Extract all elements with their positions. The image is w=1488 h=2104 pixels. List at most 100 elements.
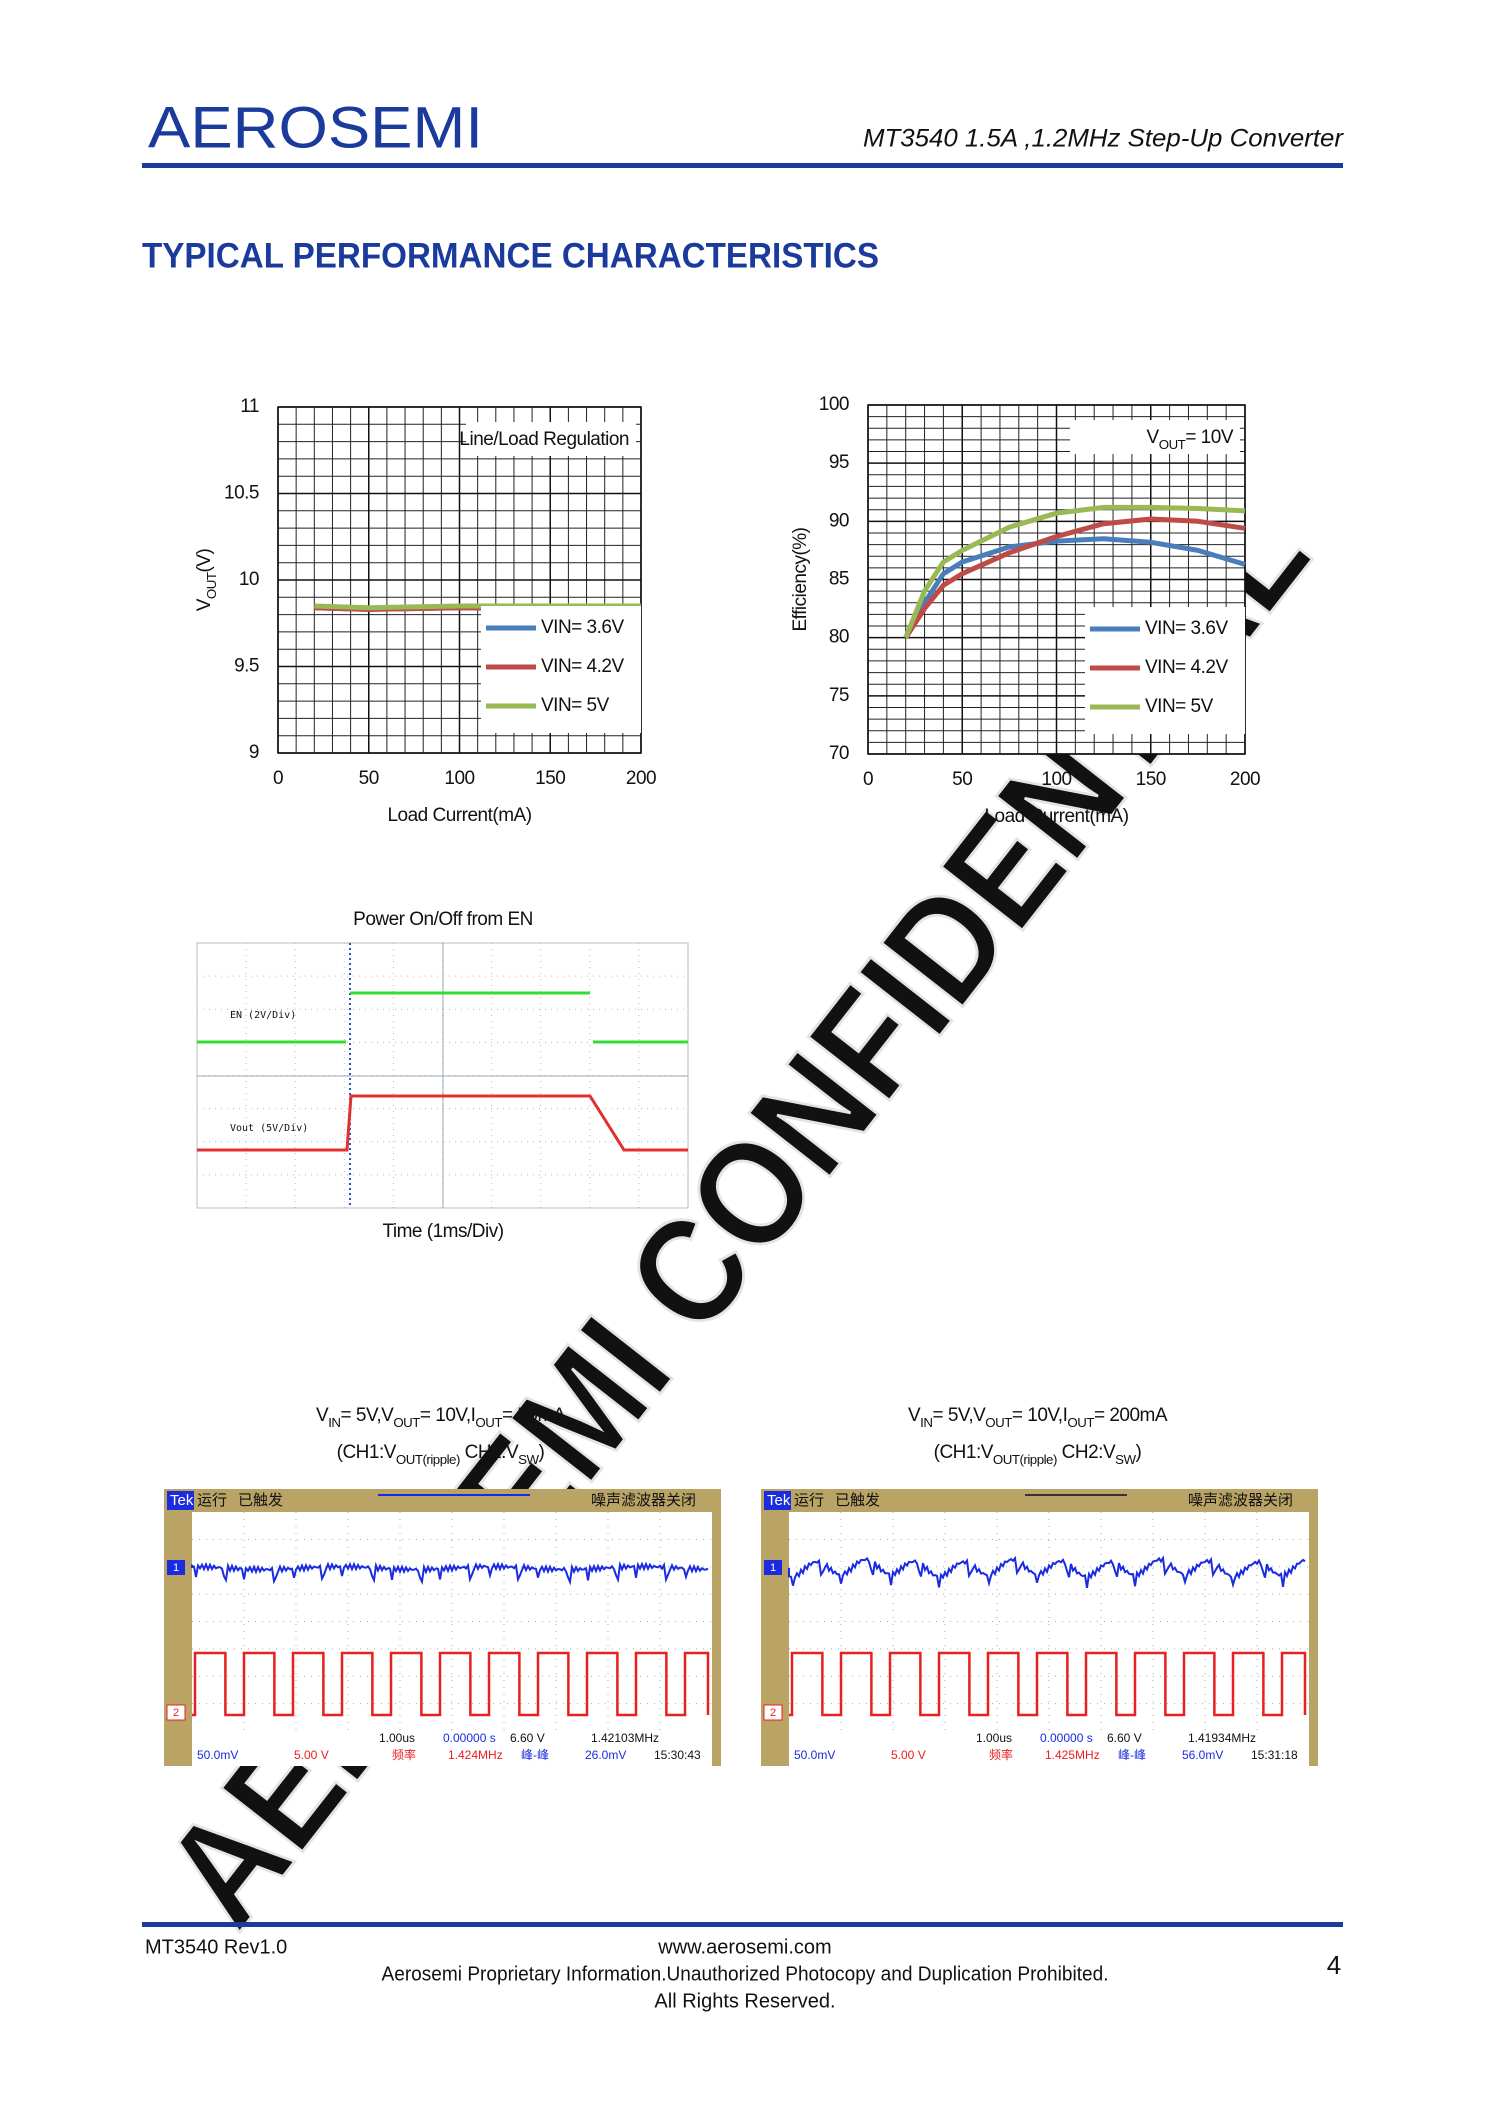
trace-label: EN (2V/Div) — [230, 1010, 296, 1021]
legend-label: VIN= 5V — [1145, 696, 1214, 717]
ch2-trace — [789, 1651, 1307, 1717]
y-axis-label: Efficiency(%) — [790, 527, 811, 631]
legend-label: VIN= 3.6V — [1145, 618, 1228, 639]
ch-marker-label: 1 — [173, 1562, 179, 1574]
footer-rights: All Rights Reserved. — [654, 1990, 835, 2012]
series-line — [903, 504, 1246, 639]
scope-readout: 1.424MHz — [448, 1748, 503, 1762]
x-tick-label: 150 — [1136, 769, 1166, 790]
scope-title: VIN= 5V,VOUT= 10V,IOUT= 200mA — [908, 1405, 1168, 1430]
footer-rule — [142, 1922, 1343, 1927]
legend-label: VIN= 4.2V — [1145, 657, 1228, 678]
scope-readout: 5.00 V — [294, 1748, 329, 1762]
ch-marker-label: 2 — [173, 1707, 179, 1719]
y-tick-label: 90 — [829, 510, 849, 531]
x-axis-label: Load Current(mA) — [387, 805, 531, 826]
header-rule — [142, 163, 1343, 168]
x-axis-label: Load Current(mA) — [984, 806, 1128, 827]
scope-title-part: = 10V,I — [1012, 1405, 1068, 1426]
scope-readout: 15:31:18 — [1251, 1748, 1298, 1762]
scope-top-text: 噪声滤波器关闭 — [1188, 1491, 1293, 1509]
scope-subtitle-part: ) — [539, 1442, 545, 1463]
tek-badge — [167, 1491, 194, 1510]
y-tick-label: 75 — [829, 685, 849, 706]
chart-title-part: OUT — [1159, 437, 1186, 452]
scope-subtitle: (CH1:VOUT(ripple) CH2:VSW) — [934, 1442, 1142, 1467]
x-tick-label: 100 — [1041, 769, 1071, 790]
scope-top-text: Tek — [767, 1492, 791, 1509]
scope-title-part: OUT — [393, 1415, 420, 1430]
scope-readout: 6.60 V — [1107, 1731, 1142, 1745]
ch-marker — [763, 1704, 783, 1721]
y-tick-label: 10 — [239, 569, 259, 590]
ch1-trace — [788, 1555, 1306, 1589]
scope-subtitle-part: OUT(ripple) — [396, 1452, 460, 1467]
ch-marker — [167, 1560, 185, 1575]
title-box — [466, 422, 636, 456]
scope-status-bar — [192, 1731, 712, 1766]
chart-title-part: = 10V — [1185, 427, 1234, 448]
scope-title-part: = 200mA — [1094, 1405, 1168, 1426]
tek-badge — [764, 1491, 791, 1510]
x-tick-label: 100 — [444, 768, 474, 789]
trace-label: Vout (5V/Div) — [230, 1123, 308, 1134]
scope-readout: 峰-峰 — [521, 1748, 549, 1762]
y-tick-label: 11 — [240, 396, 259, 417]
page-number: 4 — [1327, 1950, 1341, 1980]
scope-readout: 0.00000 s — [443, 1731, 496, 1745]
footer-doc: MT3540 Rev1.0 — [145, 1936, 287, 1958]
y-tick-label: 100 — [819, 394, 849, 415]
scope-subtitle-part: CH2:V — [460, 1442, 519, 1463]
logo: AEROSEMI — [148, 95, 483, 160]
scope-status-bar — [789, 1731, 1309, 1766]
y-tick-label: 85 — [829, 569, 849, 590]
scope-title-part: = 5V,V — [341, 1405, 395, 1426]
scope-readout: 1.41934MHz — [1188, 1731, 1256, 1745]
scope-subtitle-part: (CH1:V — [934, 1442, 994, 1463]
legend-label: VIN= 3.6V — [541, 617, 624, 638]
plot-frame — [277, 406, 642, 754]
scope-top-text: 噪声滤波器关闭 — [591, 1491, 696, 1509]
scope-top-text: 运行 — [197, 1492, 227, 1509]
scope-top-text: 已触发 — [835, 1492, 880, 1509]
scope-top-text: 运行 — [794, 1492, 824, 1509]
y-axis-label-part: (V) — [194, 549, 215, 573]
x-tick-label: 150 — [535, 768, 565, 789]
y-tick-label: 9 — [249, 742, 259, 763]
scope-title-part: IN — [328, 1415, 340, 1430]
scope-readout: 50.0mV — [794, 1748, 835, 1762]
ch-marker — [166, 1704, 186, 1721]
ch-marker — [764, 1560, 782, 1575]
y-axis-label-part: OUT — [204, 572, 219, 599]
scope-title-part: = 10V,I — [420, 1405, 476, 1426]
scope-title-part: = 50mA — [502, 1405, 566, 1426]
scope-readout: 56.0mV — [1182, 1748, 1223, 1762]
x-tick-label: 0 — [273, 768, 283, 789]
x-tick-label: 0 — [863, 769, 873, 790]
ch-marker-label: 1 — [770, 1562, 776, 1574]
scope-title-part: OUT — [985, 1415, 1012, 1430]
scope-caption: Time (1ms/Div) — [382, 1221, 503, 1242]
x-tick-label: 200 — [1230, 769, 1260, 790]
chart-title: VOUT= 10V — [1147, 427, 1234, 452]
scope-readout: 1.00us — [976, 1731, 1012, 1745]
y-tick-label: 80 — [829, 627, 849, 648]
scope-readout: 50.0mV — [197, 1748, 238, 1762]
scope-subtitle-part: SW — [518, 1452, 539, 1467]
scope-readout: 0.00000 s — [1040, 1731, 1093, 1745]
scope-title-part: OUT — [475, 1415, 502, 1430]
scope-subtitle: (CH1:VOUT(ripple) CH2:VSW) — [337, 1442, 545, 1467]
title-box — [1070, 420, 1240, 454]
footer-url: www.aerosemi.com — [657, 1936, 831, 1958]
chart-title: Line/Load Regulation — [459, 429, 629, 450]
scope-top-text: 已触发 — [238, 1492, 283, 1509]
y-tick-label: 95 — [829, 452, 849, 473]
ch-marker-label: 2 — [770, 1707, 776, 1719]
scope-title: Power On/Off from EN — [353, 909, 533, 930]
y-tick-label: 9.5 — [234, 656, 259, 677]
legend-label: VIN= 4.2V — [541, 656, 624, 677]
scope-title-part: V — [316, 1405, 329, 1426]
scope-top-text: Tek — [170, 1492, 194, 1509]
scope-readout: 5.00 V — [891, 1748, 926, 1762]
